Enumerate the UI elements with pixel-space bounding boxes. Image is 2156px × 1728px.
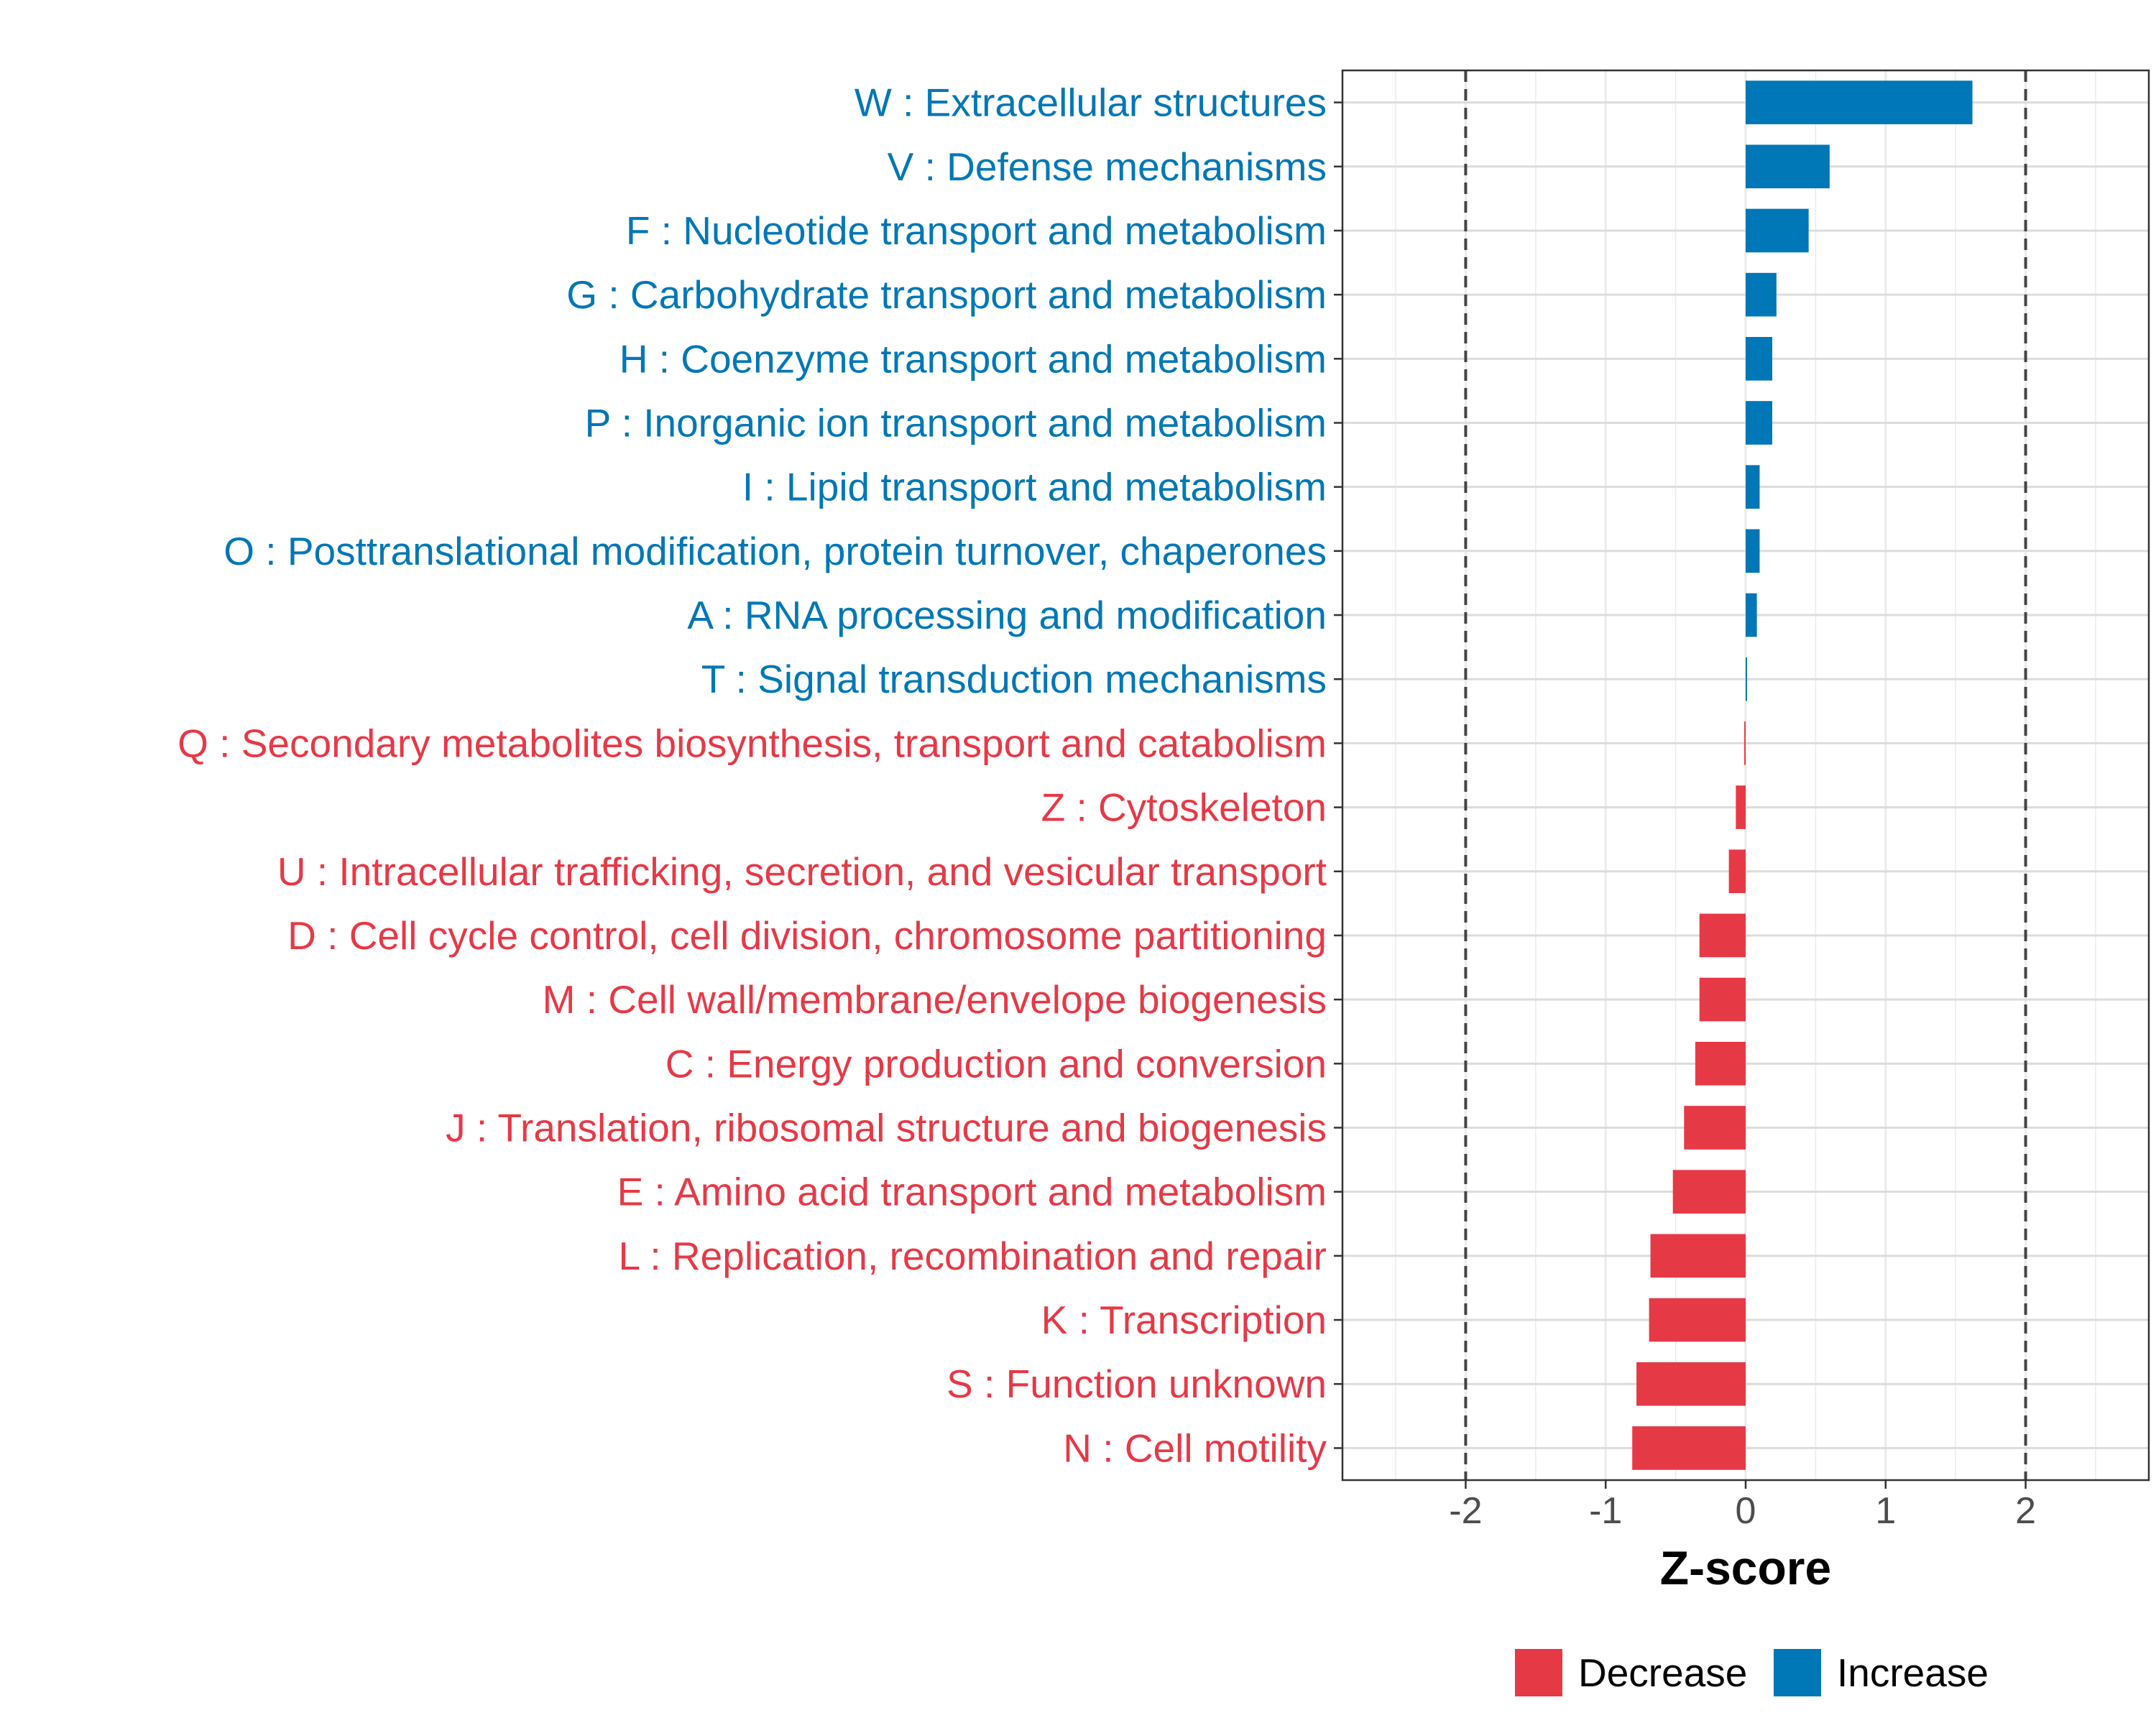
bar <box>1746 401 1773 445</box>
bar <box>1728 849 1746 894</box>
category-label: Q : Secondary metabolites biosynthesis, … <box>178 721 1327 765</box>
x-axis-title: Z-score <box>1660 1541 1831 1594</box>
reference-lines <box>1464 70 2027 1480</box>
bar <box>1699 977 1746 1022</box>
category-label: W : Extracellular structures <box>854 80 1327 125</box>
bar <box>1746 657 1747 701</box>
category-label: U : Intracellular trafficking, secretion… <box>277 849 1327 894</box>
bar <box>1746 208 1809 253</box>
category-label: N : Cell motility <box>1063 1426 1327 1470</box>
legend-swatch <box>1515 1649 1562 1696</box>
y-axis-ticks <box>1334 101 1342 1449</box>
category-label: V : Defense mechanisms <box>888 144 1327 189</box>
bar <box>1632 1426 1746 1470</box>
category-label: K : Transcription <box>1041 1298 1327 1342</box>
bar <box>1699 913 1746 958</box>
bar <box>1746 80 1973 124</box>
bars <box>1632 80 1973 1470</box>
bar <box>1746 272 1777 317</box>
bar <box>1636 1362 1746 1406</box>
bar <box>1650 1234 1746 1278</box>
legend-swatch <box>1774 1649 1821 1696</box>
x-axis-ticks: -2 -1 0 1 2 <box>1449 1480 2036 1532</box>
category-label: D : Cell cycle control, cell division, c… <box>287 913 1327 958</box>
category-label: S : Function unknown <box>946 1362 1327 1406</box>
category-label: H : Coenzyme transport and metabolism <box>619 336 1327 381</box>
bar <box>1744 721 1746 765</box>
category-label: F : Nucleotide transport and metabolism <box>626 208 1327 253</box>
category-label: I : Lipid transport and metabolism <box>742 465 1327 509</box>
category-label: M : Cell wall/membrane/envelope biogenes… <box>543 977 1327 1022</box>
category-label: P : Inorganic ion transport and metaboli… <box>585 401 1327 445</box>
bar <box>1649 1298 1746 1342</box>
bar <box>1672 1170 1746 1214</box>
category-label: T : Signal transduction mechanisms <box>701 657 1327 701</box>
category-label: O : Posttranslational modification, prot… <box>224 529 1327 573</box>
x-tick-label: 1 <box>1875 1490 1896 1532</box>
bar <box>1684 1106 1746 1150</box>
x-tick-label: 0 <box>1736 1490 1756 1532</box>
bar <box>1746 465 1760 509</box>
category-label: Z : Cytoskeleton <box>1041 785 1327 830</box>
category-label: A : RNA processing and modification <box>687 593 1327 637</box>
x-tick-label: -2 <box>1449 1490 1482 1532</box>
category-label: E : Amino acid transport and metabolism <box>617 1170 1327 1214</box>
bar <box>1746 529 1760 573</box>
x-tick-label: 2 <box>2015 1490 2036 1532</box>
bar <box>1736 785 1746 829</box>
category-label: G : Carbohydrate transport and metabolis… <box>566 272 1327 317</box>
bar <box>1746 144 1830 189</box>
legend-label: Decrease <box>1578 1650 1747 1695</box>
category-label: C : Energy production and conversion <box>665 1041 1327 1086</box>
category-labels: W : Extracellular structures V : Defense … <box>178 80 1327 1471</box>
bar <box>1746 336 1773 381</box>
legend: Decrease Increase <box>1515 1649 1989 1696</box>
category-label: J : Translation, ribosomal structure and… <box>446 1106 1327 1150</box>
legend-label: Increase <box>1837 1650 1989 1695</box>
bar <box>1695 1041 1746 1086</box>
category-label: L : Replication, recombination and repai… <box>619 1234 1327 1278</box>
bar <box>1746 593 1757 637</box>
x-tick-label: -1 <box>1589 1490 1622 1532</box>
